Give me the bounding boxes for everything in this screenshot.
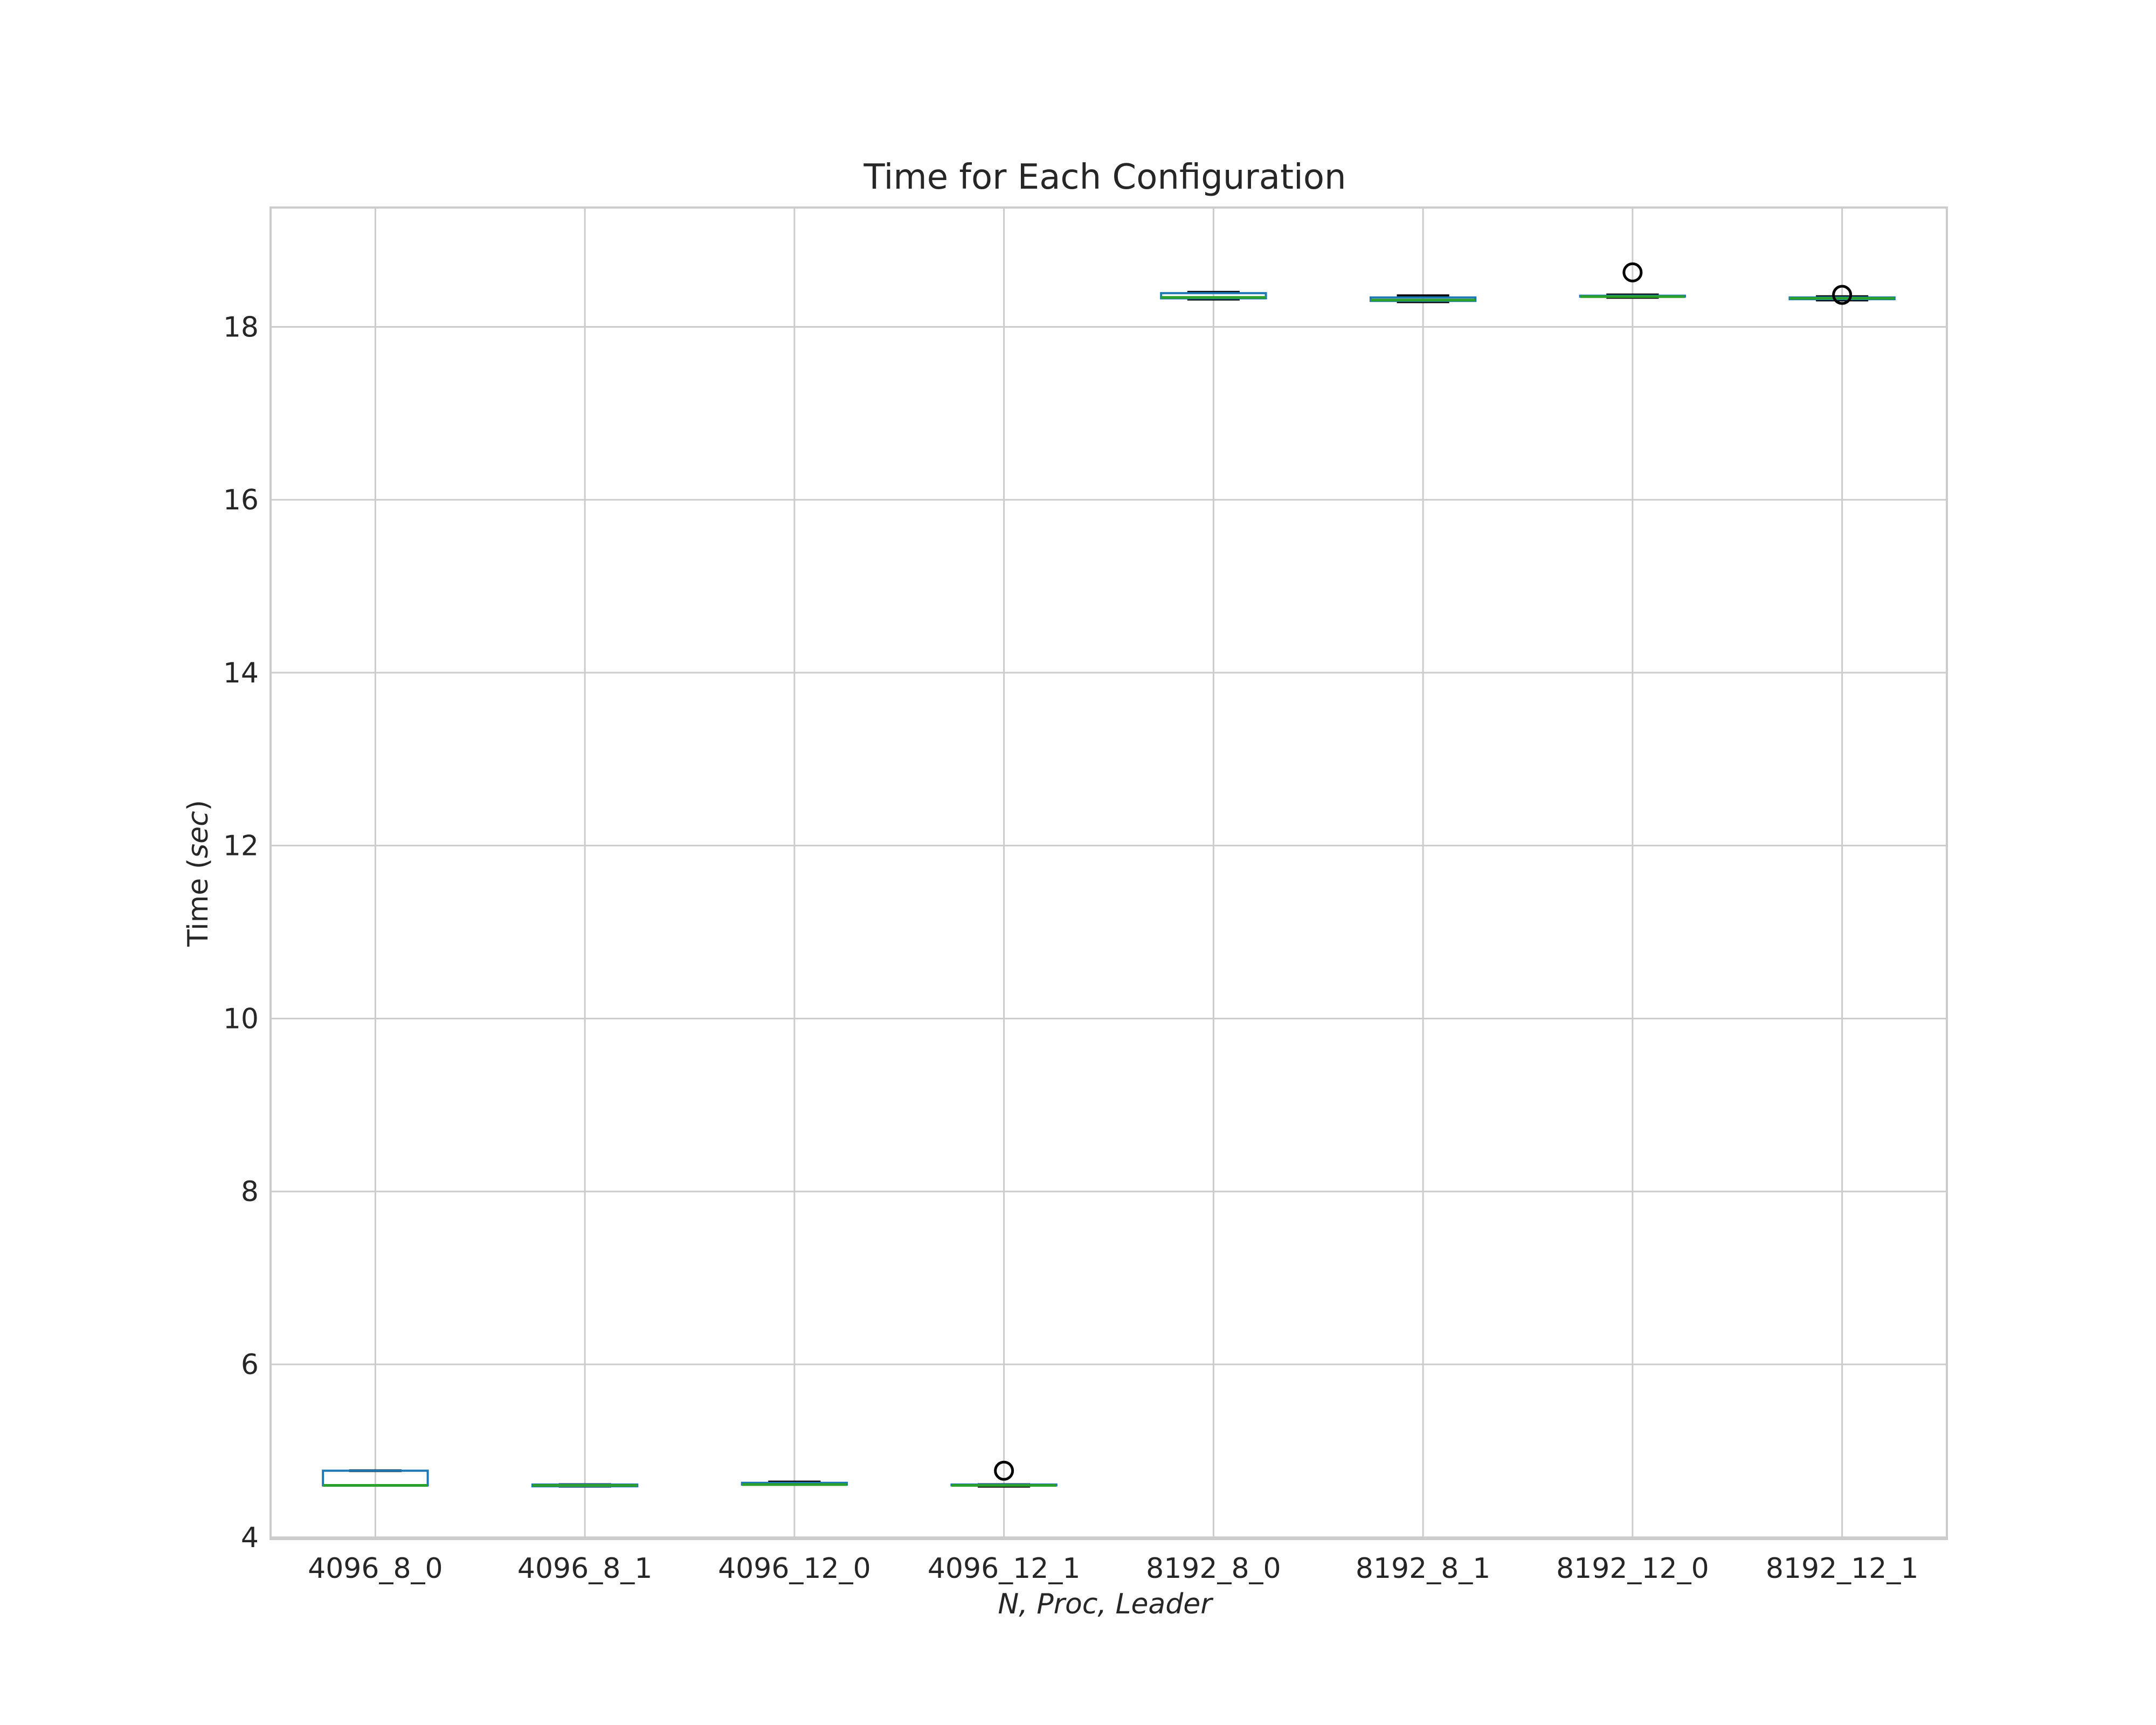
y-tick-label: 12	[223, 830, 259, 862]
x-tick-label: 8192_12_0	[1556, 1552, 1709, 1585]
y-tick-label: 4	[241, 1522, 259, 1554]
x-tick-label: 8192_8_0	[1146, 1552, 1281, 1585]
box-8192_12_1	[1788, 285, 1896, 305]
y-tick-label: 16	[223, 484, 259, 516]
box-series	[322, 262, 1896, 1488]
outlier-point	[994, 1460, 1014, 1481]
x-axis-label: N, Proc, Leader	[998, 1588, 1214, 1620]
box-4096_12_0	[741, 1480, 848, 1486]
outlier-point	[1832, 285, 1853, 305]
x-tick-labels: 4096_8_0 4096_8_1 4096_12_0 4096_12_1 8192_8…	[308, 1552, 1918, 1585]
box-8192_8_1	[1369, 294, 1477, 303]
x-tick-label: 4096_8_1	[517, 1552, 653, 1585]
box-4096_8_0	[322, 1469, 429, 1487]
x-tick-label: 8192_8_1	[1356, 1552, 1491, 1585]
plot-frame	[270, 206, 1948, 1540]
x-tick-label: 4096_12_0	[718, 1552, 871, 1585]
x-axis-label-text: N, Proc, Leader	[998, 1588, 1214, 1620]
y-tick-label: 6	[241, 1349, 259, 1381]
box-4096_12_1	[950, 1460, 1058, 1488]
box-4096_8_1	[531, 1483, 639, 1488]
box-8192_12_0	[1579, 262, 1687, 299]
y-tick-label: 8	[241, 1176, 259, 1208]
y-axis-unit: sec	[182, 811, 215, 858]
outlier-point	[1622, 262, 1643, 282]
y-tick-label: 14	[223, 657, 259, 689]
y-axis-label: Time (sec)	[182, 800, 215, 947]
y-axis-label-text: Time	[182, 878, 215, 947]
x-tick-label: 4096_12_1	[928, 1552, 1081, 1585]
box-8192_8_0	[1160, 291, 1267, 301]
y-tick-labels: 4 6 8 10 12 14 16 18	[223, 311, 259, 1554]
x-tick-label: 4096_8_0	[308, 1552, 443, 1585]
y-tick-label: 18	[223, 311, 259, 343]
y-tick-label: 10	[223, 1003, 259, 1035]
grid-lines	[271, 208, 1947, 1539]
chart-title: Time for Each Configuration	[863, 157, 1346, 197]
x-tick-label: 8192_12_1	[1766, 1552, 1919, 1585]
